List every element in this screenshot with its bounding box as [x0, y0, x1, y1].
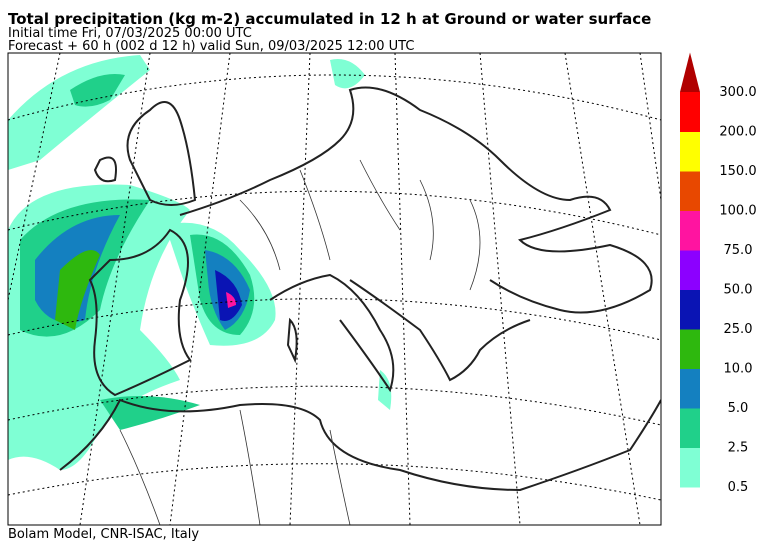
color-swatch	[680, 171, 700, 211]
color-swatch	[680, 210, 700, 251]
initial-time: Initial time Fri, 07/03/2025 00:00 UTC	[8, 26, 252, 41]
color-swatch	[680, 408, 700, 448]
colorbar-label: 0.5	[728, 480, 749, 495]
colorbar-label: 150.0	[719, 164, 756, 179]
colorbar-label: 200.0	[719, 125, 756, 140]
colorbar-label: 50.0	[724, 283, 753, 298]
map-frame	[7, 52, 662, 526]
color-swatch	[680, 131, 700, 172]
borders	[119, 159, 481, 525]
colorbar-label: 10.0	[724, 362, 753, 377]
color-swatch	[680, 447, 700, 488]
colorbar-label: 5.0	[728, 401, 749, 416]
color-swatch	[680, 250, 700, 290]
graticule	[8, 53, 661, 525]
colorbar-label: 75.0	[724, 243, 753, 258]
coastlines	[59, 86, 661, 492]
forecast-time: Forecast + 60 h (002 d 12 h) valid Sun, …	[8, 39, 414, 54]
colorbar-label: 300.0	[719, 85, 756, 100]
colorbar: 0.5 2.5 5.0 10.0 25.0 50.0 75.0 100.0 150.0 200.0…	[680, 52, 757, 495]
colorbar-label: 100.0	[719, 204, 756, 219]
title: Total precipitation (kg m-2) accumulated…	[8, 10, 651, 28]
colorbar-label: 25.0	[724, 322, 753, 337]
color-swatch	[680, 92, 700, 132]
color-swatch	[680, 368, 700, 409]
precipitation	[8, 55, 392, 470]
colorbar-label: 2.5	[728, 441, 749, 456]
color-swatch	[680, 329, 700, 369]
color-swatch	[680, 289, 700, 330]
map	[7, 52, 662, 526]
footer: Bolam Model, CNR-ISAC, Italy	[8, 527, 199, 542]
color-swatch-extend	[680, 52, 700, 92]
